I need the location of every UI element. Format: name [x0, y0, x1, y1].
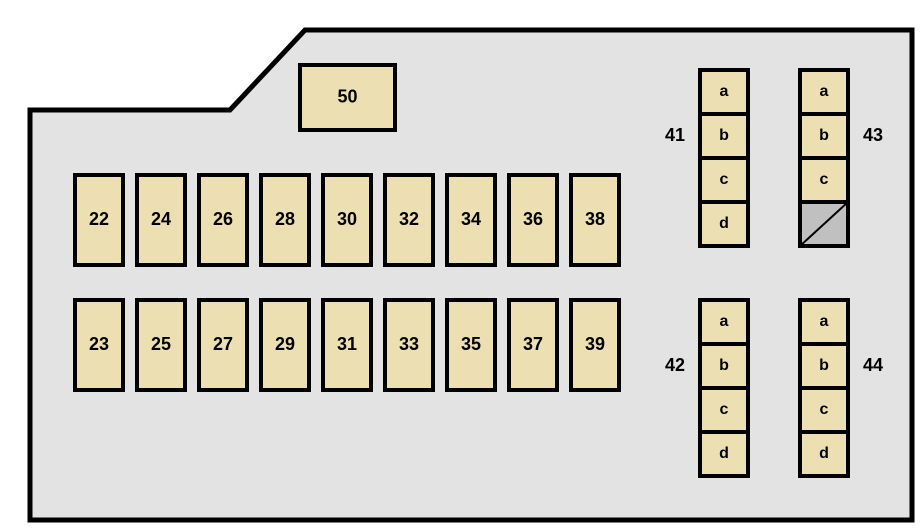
stack-41-side-label: 41 — [665, 125, 685, 145]
fuse-26-label: 26 — [213, 209, 233, 229]
fuse-34-label: 34 — [461, 209, 481, 229]
stack-41-cell-0-label: a — [720, 83, 729, 100]
fuse-31-label: 31 — [337, 334, 357, 354]
stack-43-cell-0-label: a — [820, 83, 829, 100]
fuse-22-label: 22 — [89, 209, 109, 229]
fuse-32-label: 32 — [399, 209, 419, 229]
stack-43-side-label: 43 — [863, 125, 883, 145]
fuse-39-label: 39 — [585, 334, 605, 354]
stack-43-cell-2-label: c — [820, 171, 829, 188]
fuse-29-label: 29 — [275, 334, 295, 354]
fuse-24-label: 24 — [151, 209, 171, 229]
fuse-30-label: 30 — [337, 209, 357, 229]
stack-42-cell-2-label: c — [720, 401, 729, 418]
fuse-50-label: 50 — [337, 86, 357, 106]
fuse-23-label: 23 — [89, 334, 109, 354]
stack-44-side-label: 44 — [863, 355, 883, 375]
stack-41-cell-3-label: d — [719, 215, 729, 232]
fuse-33-label: 33 — [399, 334, 419, 354]
stack-42-cell-1-label: b — [719, 357, 729, 374]
stack-42-side-label: 42 — [665, 355, 685, 375]
stack-44-cell-1-label: b — [819, 357, 829, 374]
stack-44-cell-2-label: c — [820, 401, 829, 418]
stack-42-cell-3-label: d — [719, 445, 729, 462]
fuse-box-diagram: 50 22 24 26 28 30 32 34 36 38 23 25 27 29 31 33 35 37 39 a b… — [0, 0, 923, 532]
fuse-38-label: 38 — [585, 209, 605, 229]
stack-43-cell-1-label: b — [819, 127, 829, 144]
stack-42-cell-0-label: a — [720, 313, 729, 330]
fuse-35-label: 35 — [461, 334, 481, 354]
fuse-36-label: 36 — [523, 209, 543, 229]
fuse-25-label: 25 — [151, 334, 171, 354]
stack-41-cell-2-label: c — [720, 171, 729, 188]
stack-41-cell-1-label: b — [719, 127, 729, 144]
fuse-28-label: 28 — [275, 209, 295, 229]
stack-44-cell-3-label: d — [819, 445, 829, 462]
panel-outline — [30, 30, 912, 520]
stack-44-cell-0-label: a — [820, 313, 829, 330]
fuse-27-label: 27 — [213, 334, 233, 354]
fuse-37-label: 37 — [523, 334, 543, 354]
